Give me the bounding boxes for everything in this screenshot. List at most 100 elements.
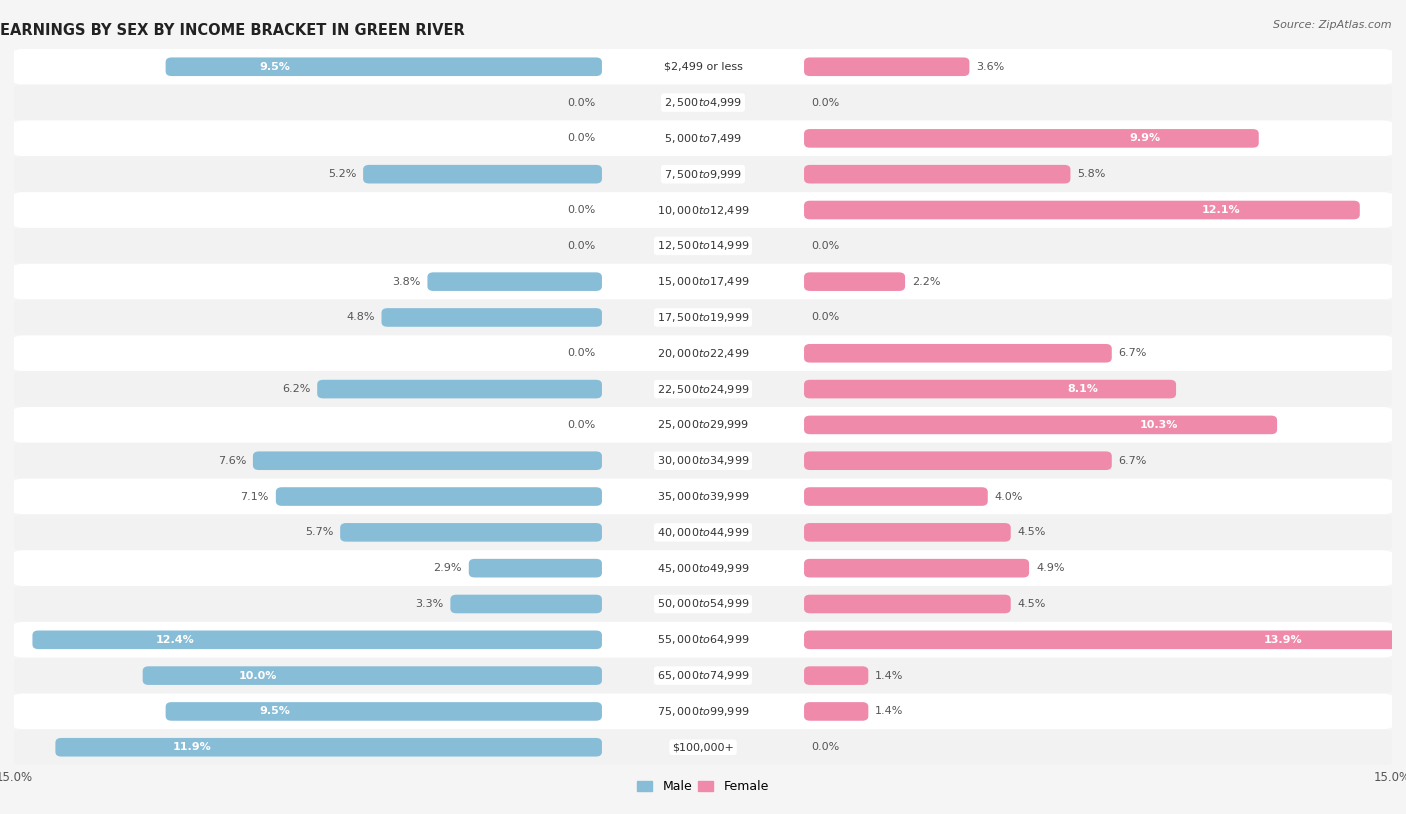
Text: $50,000 to $54,999: $50,000 to $54,999	[657, 597, 749, 610]
Text: $45,000 to $49,999: $45,000 to $49,999	[657, 562, 749, 575]
Text: $20,000 to $22,499: $20,000 to $22,499	[657, 347, 749, 360]
Text: $22,500 to $24,999: $22,500 to $24,999	[657, 383, 749, 396]
Text: $5,000 to $7,499: $5,000 to $7,499	[664, 132, 742, 145]
FancyBboxPatch shape	[10, 658, 1396, 694]
Legend: Male, Female: Male, Female	[633, 775, 773, 799]
Text: 0.0%: 0.0%	[567, 348, 595, 358]
FancyBboxPatch shape	[804, 344, 1112, 362]
Text: 1.4%: 1.4%	[875, 671, 904, 681]
Text: $40,000 to $44,999: $40,000 to $44,999	[657, 526, 749, 539]
FancyBboxPatch shape	[253, 452, 602, 470]
Text: 6.7%: 6.7%	[1119, 348, 1147, 358]
Text: 6.7%: 6.7%	[1119, 456, 1147, 466]
Text: 12.1%: 12.1%	[1202, 205, 1240, 215]
Text: 4.9%: 4.9%	[1036, 563, 1064, 573]
FancyBboxPatch shape	[468, 559, 602, 577]
Text: 7.6%: 7.6%	[218, 456, 246, 466]
FancyBboxPatch shape	[10, 300, 1396, 335]
Text: 0.0%: 0.0%	[567, 133, 595, 143]
FancyBboxPatch shape	[10, 729, 1396, 765]
FancyBboxPatch shape	[10, 694, 1396, 729]
FancyBboxPatch shape	[804, 273, 905, 291]
FancyBboxPatch shape	[804, 201, 1360, 219]
Text: 5.8%: 5.8%	[1077, 169, 1105, 179]
FancyBboxPatch shape	[10, 192, 1396, 228]
FancyBboxPatch shape	[804, 165, 1070, 183]
Text: 3.6%: 3.6%	[976, 62, 1004, 72]
FancyBboxPatch shape	[804, 595, 1011, 613]
FancyBboxPatch shape	[10, 85, 1396, 120]
Text: 2.9%: 2.9%	[433, 563, 461, 573]
FancyBboxPatch shape	[804, 702, 869, 720]
Text: 12.4%: 12.4%	[156, 635, 194, 645]
FancyBboxPatch shape	[804, 488, 988, 505]
FancyBboxPatch shape	[32, 631, 602, 649]
Text: 7.1%: 7.1%	[240, 492, 269, 501]
Text: 13.9%: 13.9%	[1264, 635, 1302, 645]
FancyBboxPatch shape	[450, 595, 602, 613]
FancyBboxPatch shape	[804, 667, 869, 685]
FancyBboxPatch shape	[427, 273, 602, 291]
FancyBboxPatch shape	[804, 523, 1011, 541]
Text: $30,000 to $34,999: $30,000 to $34,999	[657, 454, 749, 467]
Text: 4.5%: 4.5%	[1018, 527, 1046, 537]
Text: $55,000 to $64,999: $55,000 to $64,999	[657, 633, 749, 646]
FancyBboxPatch shape	[10, 335, 1396, 371]
FancyBboxPatch shape	[10, 156, 1396, 192]
FancyBboxPatch shape	[804, 416, 1277, 434]
FancyBboxPatch shape	[10, 443, 1396, 479]
FancyBboxPatch shape	[166, 58, 602, 76]
FancyBboxPatch shape	[166, 702, 602, 720]
Text: $10,000 to $12,499: $10,000 to $12,499	[657, 204, 749, 217]
Text: 10.0%: 10.0%	[238, 671, 277, 681]
Text: 0.0%: 0.0%	[567, 420, 595, 430]
FancyBboxPatch shape	[10, 120, 1396, 156]
Text: 6.2%: 6.2%	[283, 384, 311, 394]
FancyBboxPatch shape	[10, 264, 1396, 300]
Text: 4.5%: 4.5%	[1018, 599, 1046, 609]
Text: $100,000+: $100,000+	[672, 742, 734, 752]
Text: $2,499 or less: $2,499 or less	[664, 62, 742, 72]
Text: 0.0%: 0.0%	[811, 742, 839, 752]
Text: 4.0%: 4.0%	[994, 492, 1024, 501]
Text: Source: ZipAtlas.com: Source: ZipAtlas.com	[1274, 20, 1392, 30]
FancyBboxPatch shape	[276, 488, 602, 505]
FancyBboxPatch shape	[804, 452, 1112, 470]
Text: 3.3%: 3.3%	[415, 599, 443, 609]
Text: 9.5%: 9.5%	[259, 707, 290, 716]
Text: 11.9%: 11.9%	[173, 742, 211, 752]
FancyBboxPatch shape	[142, 667, 602, 685]
Text: 3.8%: 3.8%	[392, 277, 420, 287]
Text: $12,500 to $14,999: $12,500 to $14,999	[657, 239, 749, 252]
Text: $35,000 to $39,999: $35,000 to $39,999	[657, 490, 749, 503]
FancyBboxPatch shape	[363, 165, 602, 183]
FancyBboxPatch shape	[804, 559, 1029, 577]
Text: $65,000 to $74,999: $65,000 to $74,999	[657, 669, 749, 682]
Text: 5.7%: 5.7%	[305, 527, 333, 537]
FancyBboxPatch shape	[55, 738, 602, 756]
FancyBboxPatch shape	[10, 371, 1396, 407]
FancyBboxPatch shape	[10, 479, 1396, 514]
FancyBboxPatch shape	[804, 58, 969, 76]
FancyBboxPatch shape	[804, 380, 1175, 398]
Text: 8.1%: 8.1%	[1067, 384, 1098, 394]
FancyBboxPatch shape	[10, 407, 1396, 443]
Text: 2.2%: 2.2%	[912, 277, 941, 287]
Text: 1.4%: 1.4%	[875, 707, 904, 716]
FancyBboxPatch shape	[318, 380, 602, 398]
FancyBboxPatch shape	[340, 523, 602, 541]
FancyBboxPatch shape	[10, 49, 1396, 85]
Text: 0.0%: 0.0%	[567, 241, 595, 251]
Text: 5.2%: 5.2%	[328, 169, 356, 179]
Text: $17,500 to $19,999: $17,500 to $19,999	[657, 311, 749, 324]
Text: 0.0%: 0.0%	[811, 98, 839, 107]
Text: $75,000 to $99,999: $75,000 to $99,999	[657, 705, 749, 718]
FancyBboxPatch shape	[10, 228, 1396, 264]
FancyBboxPatch shape	[381, 309, 602, 326]
Text: 10.3%: 10.3%	[1140, 420, 1178, 430]
FancyBboxPatch shape	[804, 129, 1258, 147]
Text: 0.0%: 0.0%	[567, 205, 595, 215]
FancyBboxPatch shape	[10, 586, 1396, 622]
FancyBboxPatch shape	[10, 622, 1396, 658]
Text: EARNINGS BY SEX BY INCOME BRACKET IN GREEN RIVER: EARNINGS BY SEX BY INCOME BRACKET IN GRE…	[0, 23, 465, 38]
